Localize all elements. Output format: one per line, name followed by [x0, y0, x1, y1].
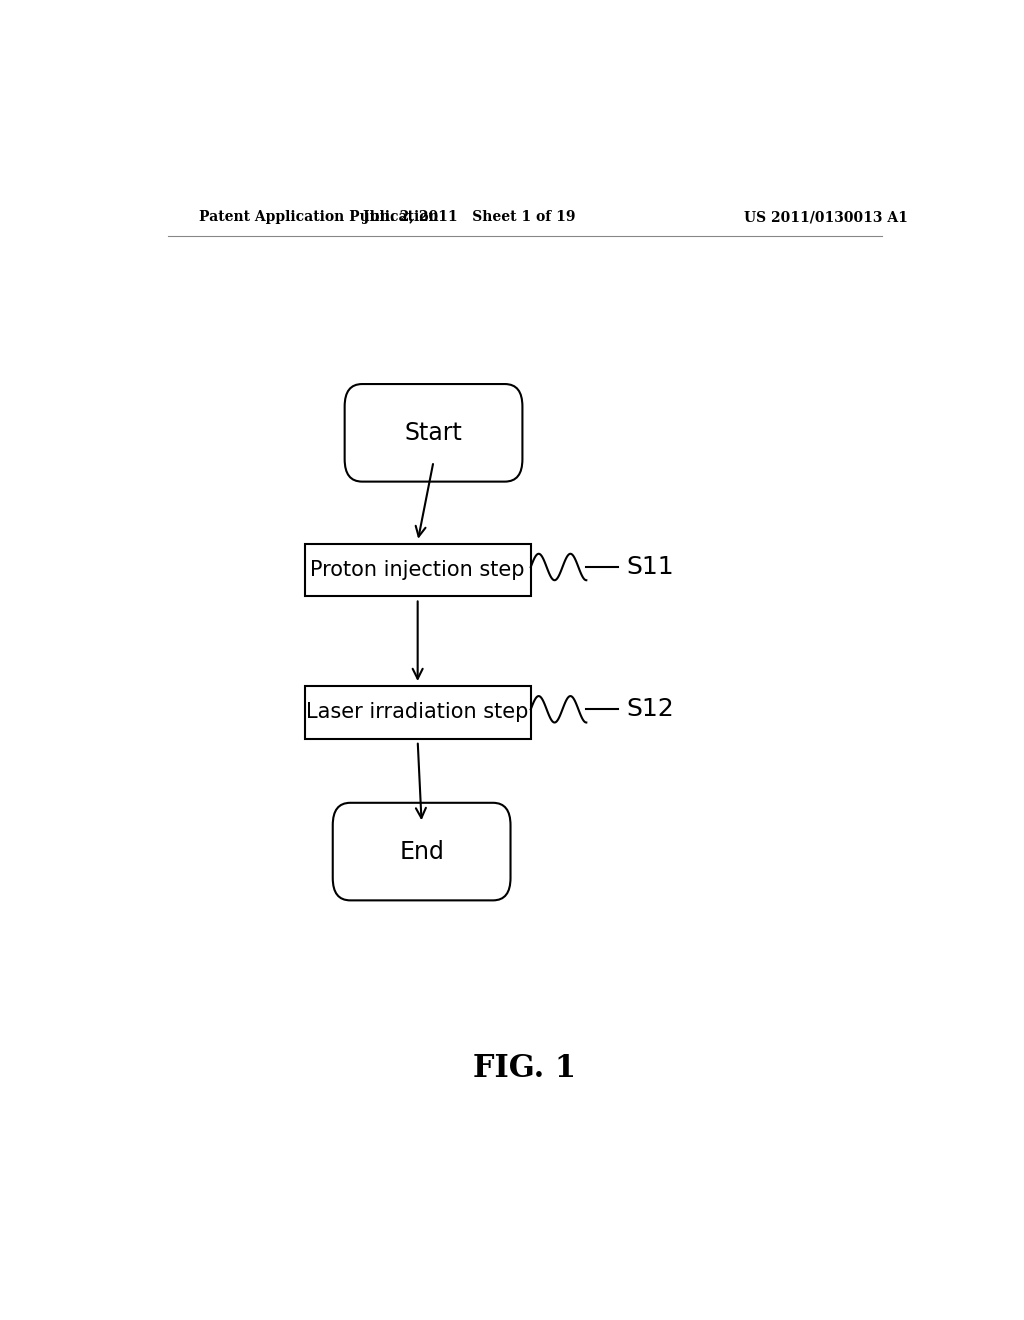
FancyBboxPatch shape — [333, 803, 511, 900]
Text: End: End — [399, 840, 444, 863]
Text: S11: S11 — [626, 554, 674, 579]
Text: Start: Start — [404, 421, 463, 445]
FancyBboxPatch shape — [345, 384, 522, 482]
Text: US 2011/0130013 A1: US 2011/0130013 A1 — [744, 210, 908, 224]
Text: Jun. 2, 2011   Sheet 1 of 19: Jun. 2, 2011 Sheet 1 of 19 — [362, 210, 575, 224]
Text: FIG. 1: FIG. 1 — [473, 1052, 577, 1084]
Text: Laser irradiation step: Laser irradiation step — [306, 702, 528, 722]
Bar — [304, 686, 530, 739]
Text: Patent Application Publication: Patent Application Publication — [200, 210, 439, 224]
Bar — [304, 544, 530, 597]
Text: S12: S12 — [626, 697, 674, 721]
Text: Proton injection step: Proton injection step — [310, 560, 525, 579]
